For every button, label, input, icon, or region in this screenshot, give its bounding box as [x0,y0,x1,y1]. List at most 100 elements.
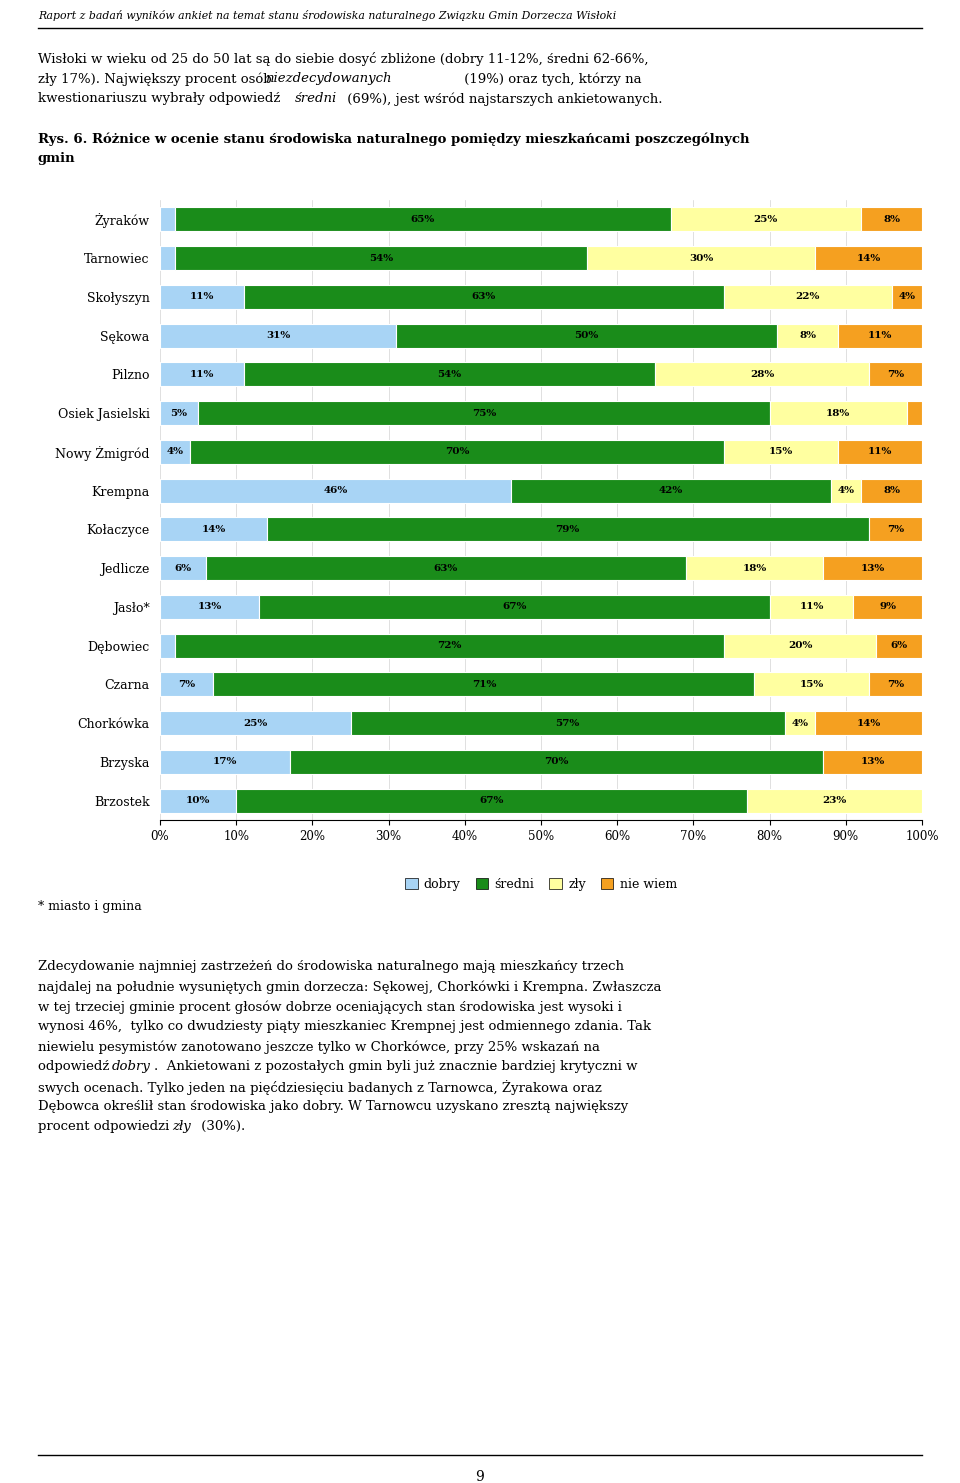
Bar [823,556,922,580]
Bar [290,750,823,774]
Bar [838,323,922,347]
Text: 4%: 4% [167,448,183,457]
Text: 23%: 23% [823,796,847,805]
Text: 22%: 22% [796,292,820,301]
Text: Dębowca określił stan środowiska jako dobry. W Tarnowcu uzyskano zresztą najwięk: Dębowca określił stan środowiska jako do… [38,1100,628,1114]
Text: 7%: 7% [179,679,195,690]
Bar [160,750,290,774]
Text: 65%: 65% [411,215,435,224]
Text: 54%: 54% [438,369,462,378]
Bar [861,479,922,503]
Text: 42%: 42% [659,486,683,495]
Bar [205,556,685,580]
Bar [815,712,922,736]
Text: 14%: 14% [856,719,880,728]
Text: 13%: 13% [198,602,222,611]
Text: 31%: 31% [266,331,290,340]
Text: kwestionariuszu wybrały odpowiedź: kwestionariuszu wybrały odpowiedź [38,92,284,105]
Text: 70%: 70% [445,448,469,457]
Text: (69%), jest wśród najstarszych ankietowanych.: (69%), jest wśród najstarszych ankietowa… [343,92,662,105]
Text: niezdecydowanych: niezdecydowanych [265,73,392,85]
Bar [838,440,922,464]
Legend: dobry, średni, zły, nie wiem: dobry, średni, zły, nie wiem [400,873,682,896]
Text: odpowiedź: odpowiedź [38,1060,113,1074]
Text: dobry: dobry [112,1060,151,1074]
Bar [670,208,861,231]
Bar [160,633,176,657]
Text: 71%: 71% [471,679,496,690]
Text: 46%: 46% [324,486,348,495]
Text: swych ocenach. Tylko jeden na pięćdziesięciu badanych z Tarnowca, Żyrakowa oraz: swych ocenach. Tylko jeden na pięćdziesi… [38,1080,602,1094]
Text: 4%: 4% [792,719,808,728]
Text: Raport z badań wyników ankiet na temat stanu środowiska naturalnego Związku Gmin: Raport z badań wyników ankiet na temat s… [38,10,616,21]
Bar [747,789,922,813]
Text: 7%: 7% [887,525,904,534]
Text: 67%: 67% [479,796,504,805]
Bar [815,246,922,270]
Text: 14%: 14% [856,254,880,262]
Bar [907,400,922,426]
Text: Wisłoki w wieku od 25 do 50 lat są do siebie dosyć zbliżone (dobry 11-12%, średn: Wisłoki w wieku od 25 do 50 lat są do si… [38,52,649,67]
Text: 15%: 15% [800,679,824,690]
Bar [160,323,396,347]
Text: 18%: 18% [742,564,766,572]
Bar [244,362,656,387]
Text: 10%: 10% [186,796,210,805]
Text: (30%).: (30%). [197,1120,245,1133]
Bar [587,246,815,270]
Bar [869,518,922,541]
Bar [869,362,922,387]
Text: 9: 9 [475,1470,485,1483]
Bar [892,285,922,308]
Text: .  Ankietowani z pozostałych gmin byli już znacznie bardziej krytyczni w: . Ankietowani z pozostałych gmin byli ju… [154,1060,637,1074]
Bar [160,400,198,426]
Bar [396,323,778,347]
Text: 70%: 70% [544,758,568,767]
Text: procent odpowiedzi: procent odpowiedzi [38,1120,174,1133]
Text: Zdecydowanie najmniej zastrzeżeń do środowiska naturalnego mają mieszkańcy trzec: Zdecydowanie najmniej zastrzeżeń do środ… [38,960,624,973]
Bar [176,246,587,270]
Bar [160,712,350,736]
Bar [656,362,869,387]
Text: 50%: 50% [575,331,599,340]
Text: 14%: 14% [202,525,226,534]
Bar [755,672,869,697]
Text: 4%: 4% [837,486,854,495]
Text: zły: zły [172,1120,191,1133]
Bar [853,595,922,618]
Text: 67%: 67% [502,602,526,611]
Text: 57%: 57% [556,719,580,728]
Text: 63%: 63% [434,564,458,572]
Bar [876,633,922,657]
Text: najdalej na południe wysuniętych gmin dorzecza: Sękowej, Chorkówki i Krempna. Zw: najdalej na południe wysuniętych gmin do… [38,980,661,994]
Bar [861,208,922,231]
Bar [198,400,770,426]
Text: 11%: 11% [190,292,214,301]
Bar [823,750,922,774]
Text: 25%: 25% [243,719,268,728]
Text: 4%: 4% [899,292,915,301]
Text: 20%: 20% [788,641,812,650]
Text: 72%: 72% [438,641,462,650]
Bar [778,323,838,347]
Text: w tej trzeciej gminie procent głosów dobrze oceniających stan środowiska jest wy: w tej trzeciej gminie procent głosów dob… [38,1000,622,1013]
Bar [160,479,511,503]
Text: 13%: 13% [860,758,884,767]
Text: 8%: 8% [883,486,900,495]
Bar [160,246,176,270]
Text: 9%: 9% [879,602,897,611]
Text: 7%: 7% [887,369,904,378]
Text: 11%: 11% [868,331,892,340]
Text: 6%: 6% [891,641,908,650]
Text: wynosi 46%,  tylko co dwudziesty piąty mieszkaniec Krempnej jest odmiennego zdan: wynosi 46%, tylko co dwudziesty piąty mi… [38,1020,651,1034]
Text: 7%: 7% [887,679,904,690]
Bar [160,440,190,464]
Bar [259,595,770,618]
Bar [160,208,176,231]
Bar [160,789,236,813]
Bar [244,285,724,308]
Text: 8%: 8% [799,331,816,340]
Bar [724,633,876,657]
Bar [267,518,869,541]
Text: niewielu pesymistów zanotowano jeszcze tylko w Chorkówce, przy 25% wskazań na: niewielu pesymistów zanotowano jeszcze t… [38,1040,600,1053]
